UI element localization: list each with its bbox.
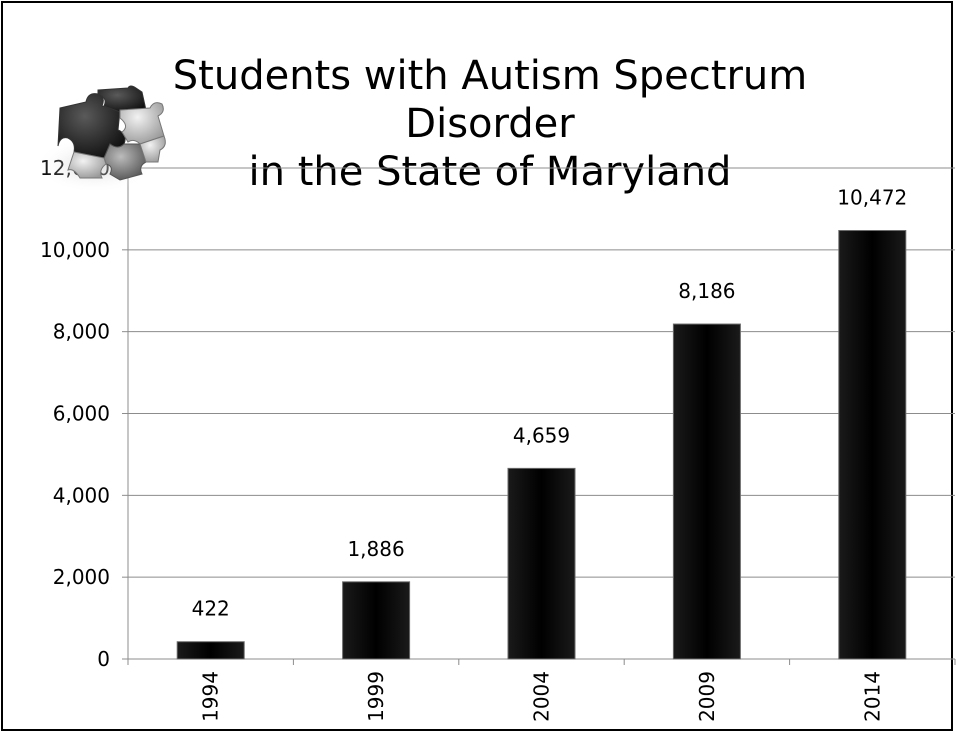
y-tick-label: 10,000 — [40, 238, 110, 262]
bar — [838, 230, 907, 660]
data-labels: 422 1,886 4,659 8,186 10,472 — [192, 186, 908, 621]
x-tick-label: 2014 — [860, 671, 884, 721]
x-tick-label: 2009 — [695, 671, 719, 721]
data-label: 422 — [192, 597, 230, 621]
data-label: 4,659 — [513, 423, 570, 447]
data-label: 10,472 — [837, 186, 907, 210]
y-tick-label: 2,000 — [53, 565, 110, 589]
chart-title-line2: in the State of Maryland — [248, 149, 732, 195]
x-tick-label: 2004 — [530, 671, 554, 721]
bar — [176, 641, 245, 660]
bars — [176, 230, 907, 660]
bar — [342, 581, 411, 660]
puzzle-pieces-icon — [35, 85, 166, 193]
y-tick-label: 6,000 — [53, 402, 110, 426]
x-tick-label: 1999 — [364, 671, 388, 721]
data-label: 1,886 — [347, 537, 404, 561]
data-label: 8,186 — [678, 279, 735, 303]
bar — [672, 323, 741, 660]
x-axis-ticks: 1994 1999 2004 2009 2014 — [127, 659, 956, 721]
x-tick-label: 1994 — [199, 671, 223, 721]
chart-title: Students with Autism Spectrum Disorder i… — [110, 52, 870, 196]
chart-title-line1: Students with Autism Spectrum Disorder — [172, 53, 808, 147]
y-tick-label: 0 — [97, 647, 110, 671]
bar — [507, 467, 576, 660]
y-tick-label: 4,000 — [53, 483, 110, 507]
y-tick-label: 8,000 — [53, 320, 110, 344]
